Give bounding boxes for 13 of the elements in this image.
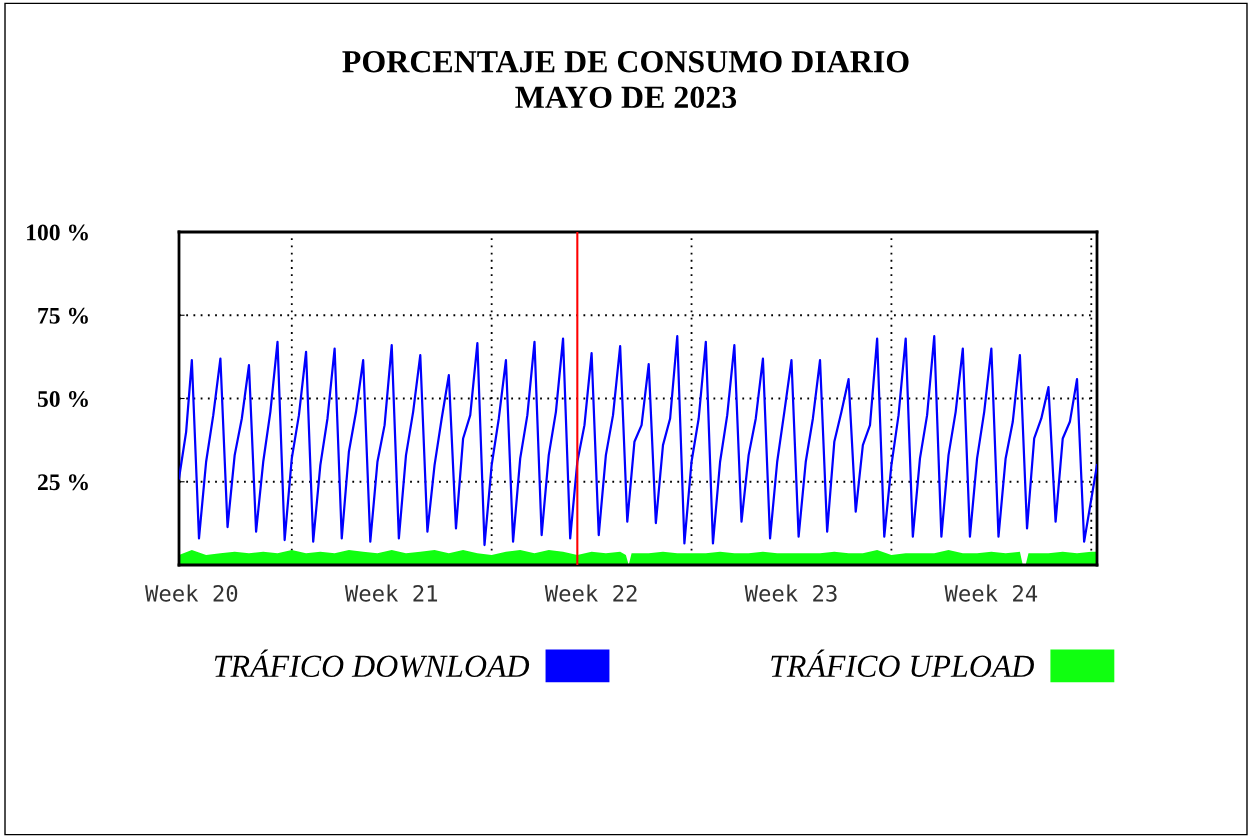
x-tick-label: Week 24 — [944, 584, 1038, 602]
x-tick-label: Week 21 — [344, 584, 438, 602]
y-tick-label: 75 % — [38, 307, 88, 324]
y-tick-label: 50 % — [37, 390, 88, 407]
chart-title: PORCENTAJE DE CONSUMO DIARIO MAYO DE 2023 — [342, 51, 909, 109]
x-tick-label: Week 22 — [544, 584, 637, 602]
legend-label: TRÁFICO UPLOAD — [771, 649, 1034, 678]
y-tick-label: 100 % — [27, 224, 88, 241]
legend-label: TRÁFICO DOWNLOAD — [214, 649, 530, 678]
x-tick-label: Week 20 — [145, 584, 238, 602]
x-tick-label: Week 23 — [744, 584, 837, 602]
line-series — [179, 335, 1097, 547]
y-tick-label: 25 % — [37, 474, 88, 491]
